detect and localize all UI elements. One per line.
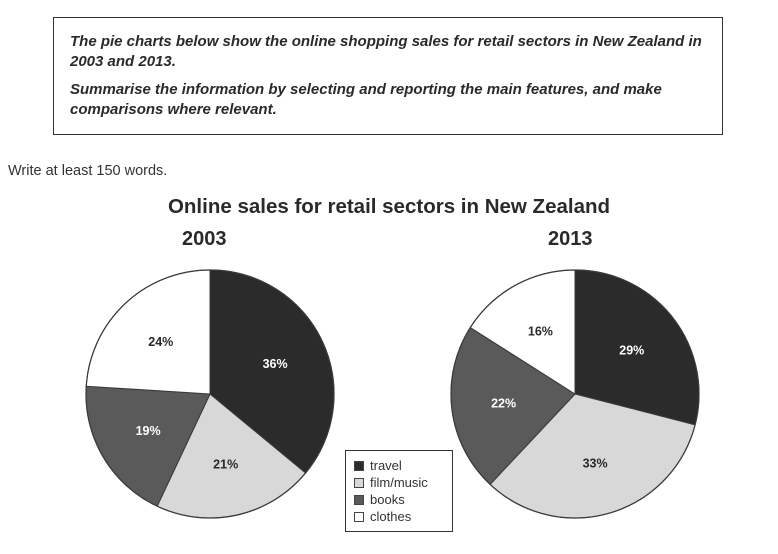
pie-outline-2013 [450, 269, 700, 519]
word-count-instruction: Write at least 150 words. [8, 163, 168, 179]
legend-label-books: books [370, 492, 405, 507]
task-prompt-box: The pie charts below show the online sho… [53, 17, 723, 135]
legend-swatch-travel [354, 460, 364, 471]
task-prompt-line: The pie charts below show the online sho… [70, 33, 702, 70]
legend-swatch-film-music [354, 477, 364, 488]
legend-item-film-music: film/music [354, 474, 446, 491]
pie-slice-2003-clothes [85, 269, 211, 395]
legend-label-clothes: clothes [370, 509, 412, 524]
pie-outline-2003 [85, 269, 335, 519]
legend-item-travel: travel [354, 457, 446, 474]
pie-title-2013: 2013 [548, 228, 593, 250]
data-label-2003-clothes: 24% [148, 335, 173, 349]
pie-title-2003: 2003 [182, 228, 227, 250]
data-label-2013-film-music: 33% [583, 457, 608, 471]
data-label-2013-books: 22% [491, 397, 516, 411]
data-label-2003-travel: 36% [263, 357, 288, 371]
task-prompt-line: Summarise the information by selecting a… [70, 81, 662, 118]
legend-item-books: books [354, 491, 446, 508]
pie-chart-2003: 36% 21% 19% 24% [85, 269, 335, 519]
data-label-2013-travel: 29% [619, 343, 644, 357]
chart-title: Online sales for retail sectors in New Z… [167, 195, 611, 218]
data-label-2003-books: 19% [136, 424, 161, 438]
legend-swatch-books [354, 494, 364, 505]
data-label-2013-clothes: 16% [528, 325, 553, 339]
chart-legend: travel film/music books clothes [345, 450, 453, 532]
legend-item-clothes: clothes [354, 508, 446, 525]
data-label-2003-film-music: 21% [213, 458, 238, 472]
legend-label-film-music: film/music [370, 475, 428, 490]
legend-label-travel: travel [370, 458, 402, 473]
legend-swatch-clothes [354, 511, 364, 522]
pie-chart-2013: 29% 33% 22% 16% [450, 269, 700, 519]
